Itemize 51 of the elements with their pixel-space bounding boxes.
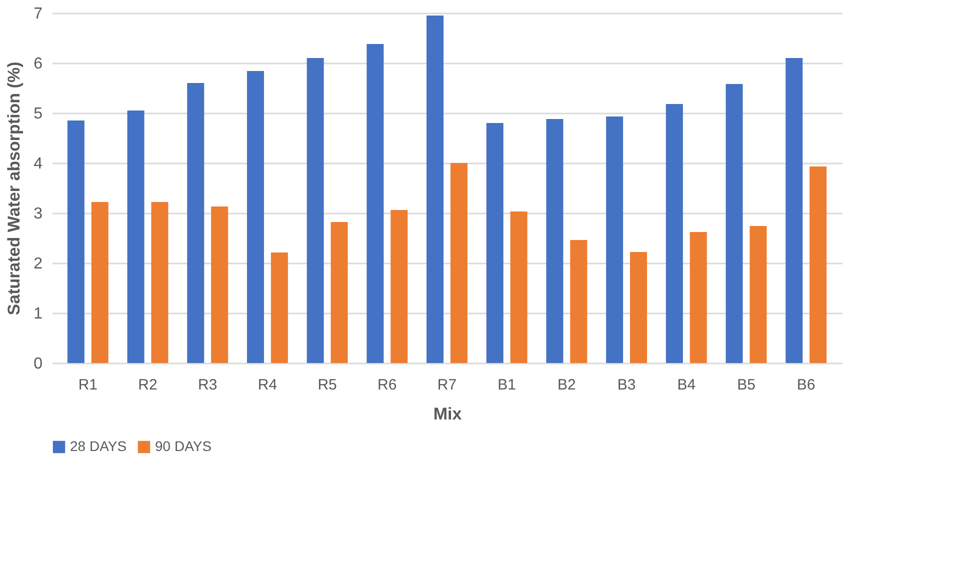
- x-tick-label: R2: [138, 376, 158, 394]
- bar: [91, 202, 108, 363]
- bar: [306, 58, 324, 363]
- x-tick-label: R4: [258, 376, 278, 394]
- x-tick-label: R5: [318, 376, 337, 394]
- bar: [67, 120, 84, 363]
- y-tick-label: 3: [34, 206, 43, 222]
- x-tick-label: B5: [737, 376, 756, 394]
- bar: [390, 210, 408, 363]
- y-tick-label: 2: [34, 256, 43, 272]
- bar: [270, 252, 288, 363]
- y-tick-label: 4: [34, 156, 43, 172]
- bar: [570, 240, 588, 363]
- bar: [666, 104, 683, 363]
- x-tick-label: B6: [796, 376, 816, 394]
- x-tick-label: R1: [78, 376, 98, 394]
- bar: [510, 212, 528, 363]
- y-axis-title: Saturated Water absorption (%): [4, 62, 24, 316]
- bar: [450, 163, 468, 363]
- y-tick-label: 0: [34, 356, 43, 372]
- bar: [750, 226, 767, 363]
- bar: [151, 202, 168, 363]
- bar: [366, 44, 384, 363]
- y-tick-label: 7: [34, 6, 43, 22]
- x-tick-label: R3: [198, 376, 218, 394]
- bar: [630, 252, 648, 363]
- bar: [546, 119, 564, 363]
- legend-label: 28 DAYS: [70, 438, 127, 454]
- bar: [127, 110, 144, 363]
- x-tick-label: B4: [677, 376, 696, 394]
- bar: [211, 206, 228, 363]
- y-tick-label: 5: [34, 106, 43, 122]
- bar: [426, 16, 444, 363]
- y-tick-label: 1: [34, 306, 43, 322]
- bar: [606, 116, 624, 363]
- x-tick-label: R6: [378, 376, 397, 394]
- bar: [786, 58, 803, 363]
- y-tick-label: 6: [34, 56, 43, 72]
- bar: [810, 166, 827, 363]
- x-axis-title: Mix: [433, 404, 462, 424]
- x-tick-label: R7: [437, 376, 457, 394]
- x-tick-label: B2: [558, 376, 576, 394]
- bar: [486, 123, 504, 363]
- legend-label: 90 DAYS: [155, 438, 212, 454]
- bar: [330, 222, 348, 363]
- bar: [690, 232, 707, 363]
- x-tick-label: B3: [617, 376, 636, 394]
- x-tick-label: B1: [498, 376, 516, 394]
- bar: [726, 84, 743, 363]
- bar: [246, 71, 264, 363]
- bar: [187, 83, 204, 363]
